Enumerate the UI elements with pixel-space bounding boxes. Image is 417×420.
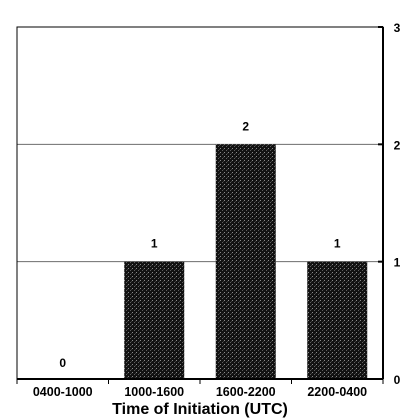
- data-label-2200-0400: 1: [334, 237, 341, 251]
- bar-2200-0400: [307, 261, 368, 379]
- gridlines: [17, 143, 383, 263]
- y-tick-label-1: 1: [394, 256, 401, 270]
- data-label-1000-1600: 1: [151, 237, 158, 251]
- bar-1600-2200: [215, 144, 276, 379]
- x-tick-label-0400-1000: 0400-1000: [33, 385, 93, 399]
- x-axis-ticks: 0400-1000 1000-1600 1600-2200 2200-0400: [16, 379, 384, 399]
- y-tick-label-3: 3: [394, 21, 401, 35]
- data-label-0400-1000: 0: [59, 356, 66, 370]
- x-tick-label-1000-1600: 1000-1600: [124, 385, 184, 399]
- data-label-1600-2200: 2: [242, 119, 249, 133]
- data-labels: 0 1 2 1: [59, 119, 341, 370]
- x-axis-title: Time of Initiation (UTC): [112, 401, 288, 418]
- x-tick-label-2200-0400: 2200-0400: [307, 385, 367, 399]
- bar-1000-1600: [124, 261, 185, 379]
- x-tick-label-1600-2200: 1600-2200: [216, 385, 276, 399]
- y-tick-label-2: 2: [394, 138, 401, 152]
- bars: [124, 144, 368, 379]
- y-axis-ticks: 0 1 2 3: [378, 21, 401, 387]
- y-tick-label-0: 0: [394, 373, 401, 387]
